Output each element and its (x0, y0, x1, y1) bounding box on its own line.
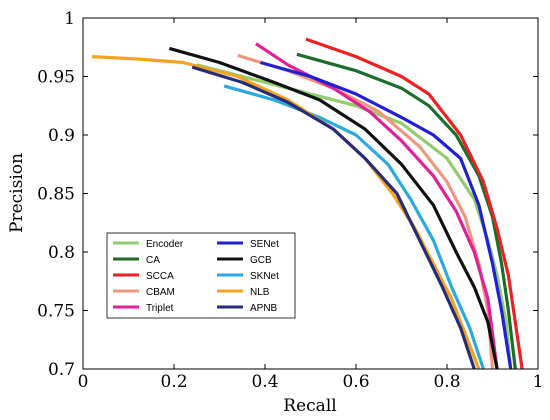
y-tick-label: 0.7 (48, 360, 75, 380)
legend-label-senet: SENet (250, 239, 279, 250)
x-axis-label: Recall (283, 396, 336, 416)
x-tick-label: 1 (533, 372, 544, 392)
legend-label-ca: CA (146, 255, 160, 266)
legend-label-cbam: CBAM (146, 287, 175, 298)
legend-label-nlb: NLB (250, 287, 270, 298)
series-line-senet (260, 60, 513, 369)
legend-label-triplet: Triplet (146, 303, 174, 314)
legend-label-sknet: SKNet (250, 271, 279, 282)
tick-layer: 0 0.2 0.4 0.6 0.8 1 0.7 0.75 0.8 0.85 0.9 0.95 1 (37, 9, 543, 392)
x-tick-label: 0.6 (342, 372, 369, 392)
legend-label-apnb: APNB (250, 303, 278, 314)
x-tick-label: 0 (78, 372, 89, 392)
series-layer (92, 37, 524, 369)
series-line-apnb (191, 65, 476, 369)
y-tick-label: 0.75 (37, 302, 75, 322)
y-tick-label: 0.95 (37, 68, 75, 88)
legend-label-scca: SCCA (146, 271, 174, 282)
y-tick-label: 0.85 (37, 185, 75, 205)
y-tick-label: 1 (64, 9, 75, 29)
y-axis-label: Precision (7, 153, 27, 233)
x-tick-label: 0.8 (433, 372, 460, 392)
y-tick-label: 0.8 (48, 243, 75, 263)
x-tick-label: 0.4 (251, 372, 278, 392)
series-line-ca (296, 52, 517, 369)
series-line-gcb (168, 46, 499, 369)
series-line-encoder (196, 63, 513, 369)
legend: Encoder CA SCCA CBAM Triplet SENet GCB SKNet NLB… (106, 232, 296, 319)
y-tick-label: 0.9 (48, 126, 75, 146)
legend-label-encoder: Encoder (146, 239, 184, 250)
x-tick-label: 0.2 (160, 372, 187, 392)
series-line-scca (305, 37, 524, 369)
legend-entries: Encoder CA SCCA CBAM Triplet SENet GCB SKNet NLB… (113, 239, 279, 314)
legend-label-gcb: GCB (250, 255, 272, 266)
